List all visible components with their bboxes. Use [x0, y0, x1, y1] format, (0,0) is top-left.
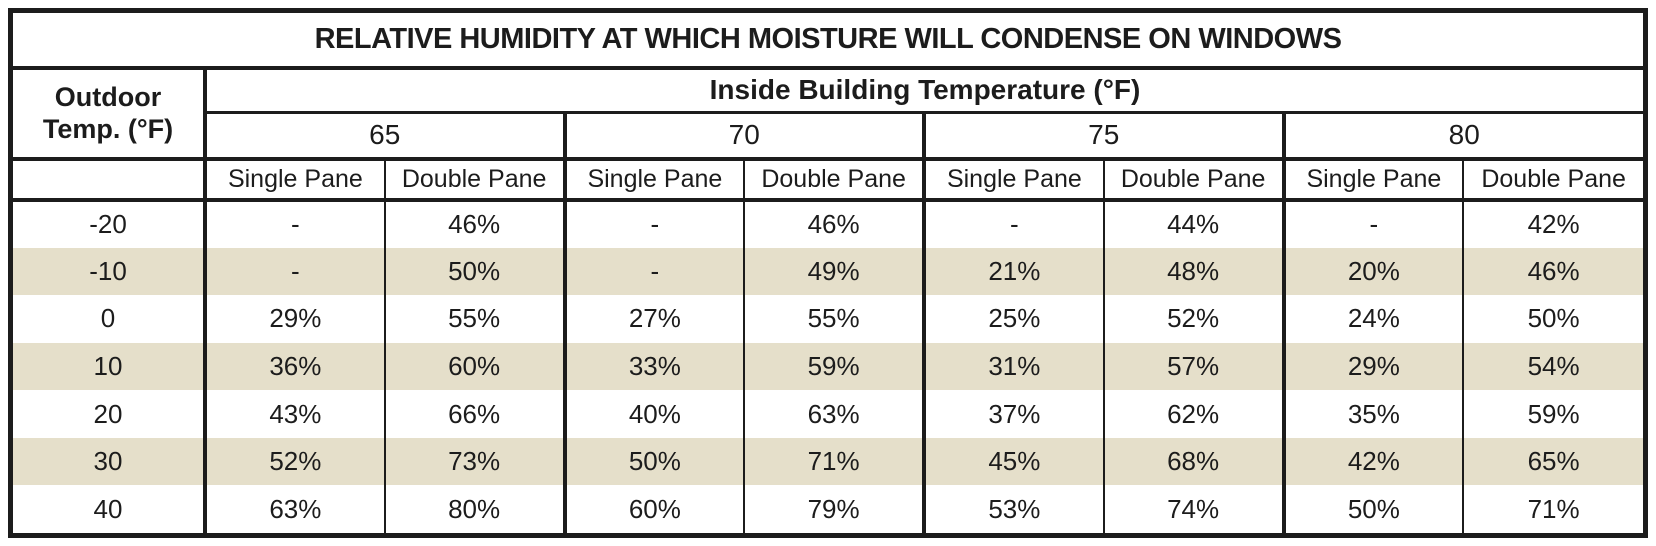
cell: 50%	[1462, 295, 1643, 343]
row-label: 30	[13, 437, 205, 486]
cell: 31%	[922, 342, 1104, 391]
cell: 33%	[562, 342, 745, 391]
condensation-table-frame: RELATIVE HUMIDITY AT WHICH MOISTURE WILL…	[8, 8, 1648, 538]
table-row: -10 - 50% - 49% 21% 48% 20% 46%	[13, 247, 1643, 296]
cell: 59%	[743, 342, 924, 391]
cell: 50%	[383, 247, 565, 296]
cell: 46%	[383, 200, 565, 248]
cell: 43%	[203, 390, 385, 438]
cell: -	[562, 200, 745, 248]
cell: 25%	[922, 295, 1104, 343]
cell: 37%	[922, 390, 1104, 438]
cell: 68%	[1102, 437, 1284, 486]
temp-80-header: 80	[1281, 112, 1643, 161]
cell: 62%	[1102, 390, 1284, 438]
condensation-table: RELATIVE HUMIDITY AT WHICH MOISTURE WILL…	[13, 13, 1643, 533]
cell: 49%	[743, 247, 924, 296]
cell: 71%	[1462, 485, 1643, 533]
cell: 74%	[1102, 485, 1284, 533]
table-row: 0 29% 55% 27% 55% 25% 52% 24% 50%	[13, 295, 1643, 343]
cell: -	[1281, 200, 1464, 248]
cell: 36%	[203, 342, 385, 391]
cell: 42%	[1462, 200, 1643, 248]
cell: 35%	[1281, 390, 1464, 438]
cell: 71%	[743, 437, 924, 486]
row-label: 10	[13, 342, 205, 391]
cell: 46%	[743, 200, 924, 248]
inside-temps-row: 65 70 75 80	[13, 112, 1643, 161]
temp-70-header: 70	[562, 112, 924, 161]
cell: 46%	[1462, 247, 1643, 296]
pane-header-row: Single Pane Double Pane Single Pane Doub…	[13, 159, 1643, 202]
table-row: 10 36% 60% 33% 59% 31% 57% 29% 54%	[13, 342, 1643, 391]
pane-header-80-single: Single Pane	[1281, 159, 1464, 202]
cell: -	[203, 247, 385, 296]
cell: 44%	[1102, 200, 1284, 248]
row-label: -20	[89, 209, 127, 240]
cell: 50%	[1281, 485, 1464, 533]
temp-75-header: 75	[922, 112, 1284, 161]
cell: 54%	[1462, 342, 1643, 391]
cell: 52%	[203, 437, 385, 486]
outdoor-temp-header: Outdoor Temp. (°F)	[13, 68, 205, 161]
pane-header-70-double: Double Pane	[743, 159, 924, 202]
cell: -	[203, 200, 385, 248]
table-row: -20 - 46% - 46% - 44% - 42%	[13, 200, 1643, 248]
cell: 55%	[743, 295, 924, 343]
inside-temp-header: Inside Building Temperature (°F)	[203, 68, 1643, 114]
cell: 55%	[383, 295, 565, 343]
pane-header-65-double: Double Pane	[383, 159, 565, 202]
pane-header-80-double: Double Pane	[1462, 159, 1643, 202]
cell: 66%	[383, 390, 565, 438]
axis-header-row: Outdoor Temp. (°F) Inside Building Tempe…	[13, 68, 1643, 161]
row-label: -10	[13, 247, 205, 296]
cell: 27%	[562, 295, 745, 343]
table-row: 20 43% 66% 40% 63% 37% 62% 35% 59%	[13, 390, 1643, 438]
cell: 60%	[383, 342, 565, 391]
cell: 59%	[1462, 390, 1643, 438]
pane-header-75-double: Double Pane	[1102, 159, 1284, 202]
cell: 40%	[562, 390, 745, 438]
cell: 48%	[1102, 247, 1284, 296]
cell: 45%	[922, 437, 1104, 486]
cell: 53%	[922, 485, 1104, 533]
cell: 52%	[1102, 295, 1284, 343]
empty-corner-cell	[13, 159, 205, 202]
cell: 63%	[203, 485, 385, 533]
cell: 57%	[1102, 342, 1284, 391]
cell: 80%	[383, 485, 565, 533]
cell: 20%	[1281, 247, 1464, 296]
cell: 79%	[743, 485, 924, 533]
row-label: 20	[93, 398, 123, 429]
cell: 21%	[922, 247, 1104, 296]
table-row: 40 63% 80% 60% 79% 53% 74% 50% 71%	[13, 485, 1643, 533]
cell: -	[562, 247, 745, 296]
cell: 42%	[1281, 437, 1464, 486]
table-row: 30 52% 73% 50% 71% 45% 68% 42% 65%	[13, 437, 1643, 486]
cell: 65%	[1462, 437, 1643, 486]
cell: 73%	[383, 437, 565, 486]
cell: 29%	[1281, 342, 1464, 391]
cell: 24%	[1281, 295, 1464, 343]
table-title-row: RELATIVE HUMIDITY AT WHICH MOISTURE WILL…	[13, 13, 1643, 70]
row-label: 40	[93, 493, 123, 524]
cell: 50%	[562, 437, 745, 486]
cell: 60%	[562, 485, 745, 533]
pane-header-65-single: Single Pane	[203, 159, 385, 202]
pane-header-70-single: Single Pane	[562, 159, 745, 202]
table-title: RELATIVE HUMIDITY AT WHICH MOISTURE WILL…	[13, 13, 1643, 70]
cell: 29%	[203, 295, 385, 343]
row-label: 0	[100, 303, 116, 334]
cell: -	[922, 200, 1104, 248]
temp-65-header: 65	[203, 112, 565, 161]
cell: 63%	[743, 390, 924, 438]
pane-header-75-single: Single Pane	[922, 159, 1104, 202]
